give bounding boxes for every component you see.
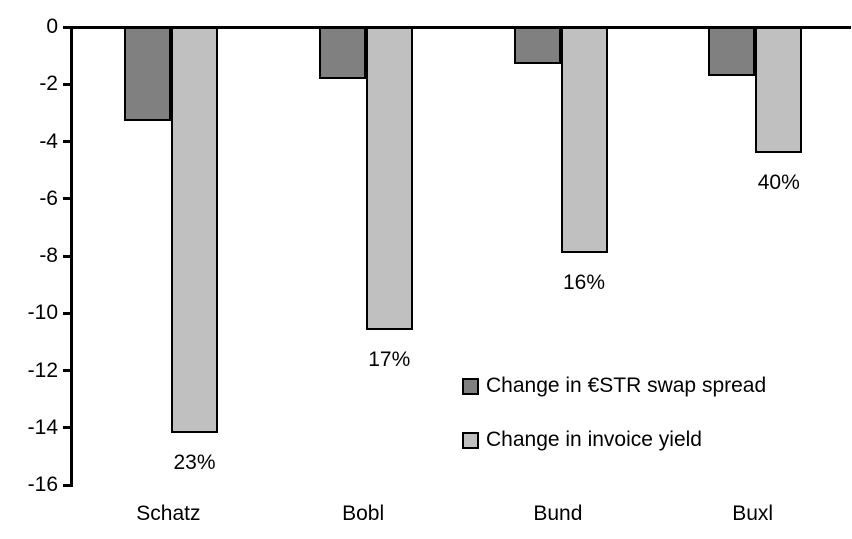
bar-invoice-yield-bobl <box>365 26 413 331</box>
legend-item-invoice-yield: Change in invoice yield <box>462 428 766 452</box>
y-tick-mark <box>63 140 71 143</box>
y-tick-label: 0 <box>46 15 58 38</box>
bar-invoice-yield-bund <box>560 26 608 254</box>
bar-value-label: 23% <box>173 451 216 475</box>
y-tick-label: -12 <box>27 358 58 382</box>
x-category-label-bund: Bund <box>533 502 583 525</box>
legend-label: Change in €STR swap spread <box>486 374 767 397</box>
x-category-label-buxl: Buxl <box>732 502 774 525</box>
legend-item-swap-spread: Change in €STR swap spread <box>462 374 766 398</box>
y-tick-label: -10 <box>27 301 58 325</box>
y-tick-mark <box>63 483 71 487</box>
y-tick-label: -16 <box>27 473 58 496</box>
x-axis-zero-line <box>63 25 851 29</box>
bar-swap-spread-buxl <box>708 26 756 76</box>
bar-value-label: 17% <box>368 348 411 372</box>
bar-swap-spread-schatz <box>124 26 171 122</box>
bar-value-label: 16% <box>562 271 606 295</box>
bar-value-label: 40% <box>757 170 800 194</box>
y-tick-label: -2 <box>39 72 58 96</box>
y-tick-label: -14 <box>27 415 58 439</box>
x-category-label-schatz: Schatz <box>136 502 201 525</box>
bar-swap-spread-bund <box>513 26 561 65</box>
legend-swatch-icon <box>462 431 479 449</box>
y-axis-line <box>69 25 73 487</box>
y-tick-label: -4 <box>39 129 58 153</box>
bar-invoice-yield-schatz <box>171 26 218 434</box>
y-tick-mark <box>63 369 71 372</box>
bar-swap-spread-bobl <box>318 26 366 79</box>
y-tick-mark <box>63 254 71 258</box>
y-tick-mark <box>63 426 71 430</box>
legend-label: Change in invoice yield <box>486 428 702 451</box>
y-tick-mark <box>63 311 71 315</box>
y-tick-label: -8 <box>39 244 58 267</box>
bar-invoice-yield-buxl <box>755 26 803 153</box>
y-tick-label: -6 <box>39 186 58 210</box>
legend-swatch-icon <box>462 377 479 395</box>
legend: Change in €STR swap spread Change in invo… <box>462 374 766 452</box>
x-category-label-bobl: Bobl <box>342 502 385 525</box>
y-tick-mark <box>63 82 71 86</box>
y-tick-mark <box>63 197 71 201</box>
